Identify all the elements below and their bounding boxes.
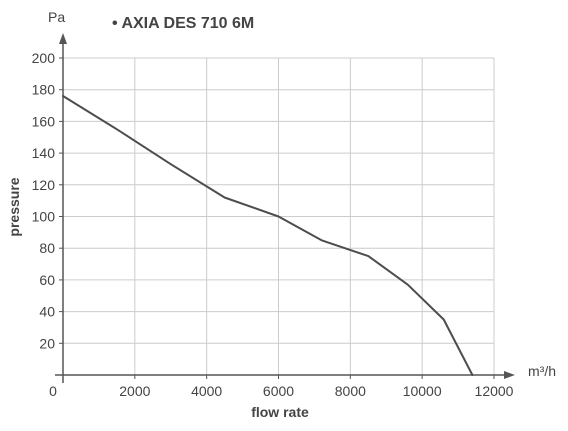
x-axis-arrow bbox=[504, 371, 515, 379]
y-tick-label: 20 bbox=[39, 335, 55, 351]
y-unit-label: Pa bbox=[48, 9, 65, 25]
y-axis-title: pressure bbox=[6, 177, 22, 236]
x-axis-title: flow rate bbox=[251, 404, 309, 420]
labels: • AXIA DES 710 6M Pa m³/h flow rate pres… bbox=[6, 9, 556, 420]
origin-label: 0 bbox=[49, 383, 57, 399]
chart-title: • AXIA DES 710 6M bbox=[112, 15, 254, 32]
y-axis-arrow bbox=[59, 33, 67, 44]
x-tick-label: 4000 bbox=[191, 383, 222, 399]
y-tick-label: 40 bbox=[39, 304, 55, 320]
x-tick-label: 2000 bbox=[119, 383, 150, 399]
y-tick-label: 160 bbox=[32, 113, 56, 129]
y-tick-label: 60 bbox=[39, 272, 55, 288]
x-tick-label: 12000 bbox=[475, 383, 514, 399]
y-tick-label: 200 bbox=[32, 50, 56, 66]
x-tick-label: 8000 bbox=[335, 383, 366, 399]
x-tick-label: 6000 bbox=[263, 383, 294, 399]
y-tick-label: 120 bbox=[32, 177, 56, 193]
x-unit-label: m³/h bbox=[528, 363, 556, 379]
y-tick-label: 180 bbox=[32, 82, 56, 98]
y-tick-label: 80 bbox=[39, 240, 55, 256]
x-tick-label: 10000 bbox=[403, 383, 442, 399]
y-tick-label: 140 bbox=[32, 145, 56, 161]
y-tick-label: 100 bbox=[32, 209, 56, 225]
fan-curve-line bbox=[62, 95, 474, 376]
series-layer bbox=[62, 95, 474, 376]
axes: 20 40 60 80 100 120 140 160 180 200 2000 4000 6000 80… bbox=[32, 33, 515, 399]
